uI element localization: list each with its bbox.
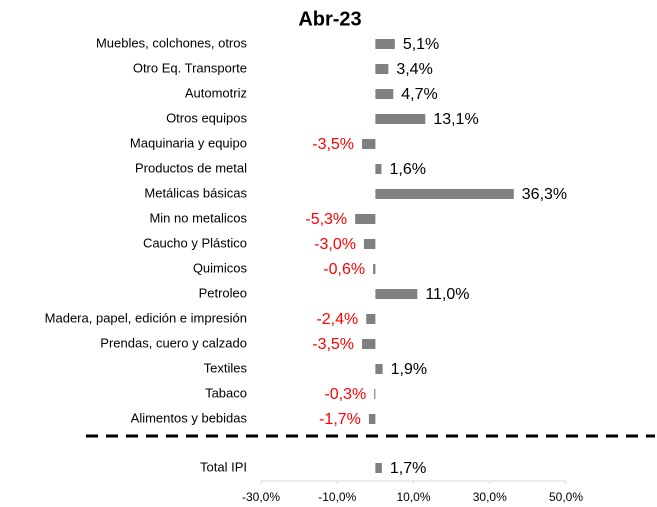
value-label: 5,1% — [403, 36, 439, 53]
value-label: -0,6% — [323, 261, 365, 278]
bar — [375, 114, 426, 124]
category-label: Automotriz — [185, 85, 247, 100]
chart-title: Abr-23 — [298, 8, 361, 30]
x-tick-label: 30,0% — [473, 490, 507, 504]
category-label: Metálicas básicas — [144, 185, 247, 200]
category-label: Madera, papel, edición e impresión — [45, 310, 247, 325]
value-label: 11,0% — [425, 286, 469, 303]
bar — [366, 314, 376, 324]
category-label: Otros equipos — [166, 110, 247, 125]
bar — [362, 139, 376, 149]
category-label: Alimentos y bebidas — [131, 410, 248, 425]
category-label: Muebles, colchones, otros — [96, 35, 248, 50]
x-tick-label: 10,0% — [396, 490, 430, 504]
category-label: Prendas, cuero y calzado — [100, 335, 247, 350]
value-label: 1,6% — [389, 161, 425, 178]
value-label: -3,5% — [312, 336, 354, 353]
x-tick-label: -10,0% — [318, 490, 356, 504]
value-label: -5,3% — [305, 211, 347, 228]
x-tick-label: -30,0% — [242, 490, 280, 504]
value-label: -3,5% — [312, 136, 354, 153]
bar — [375, 64, 389, 74]
category-label: Min no metalicos — [149, 210, 247, 225]
bar — [373, 264, 376, 274]
value-label: 4,7% — [401, 86, 437, 103]
bar — [375, 463, 382, 473]
category-label: Textiles — [204, 360, 248, 375]
bar — [375, 364, 383, 374]
bar — [355, 214, 376, 224]
category-label: Petroleo — [199, 285, 247, 300]
bar — [375, 164, 382, 174]
value-label: 13,1% — [433, 111, 478, 128]
value-label: 1,7% — [390, 460, 426, 477]
category-label: Tabaco — [205, 385, 247, 400]
value-label: -2,4% — [316, 311, 358, 328]
bar — [375, 289, 418, 299]
value-label: -0,3% — [324, 386, 366, 403]
bar — [375, 189, 514, 199]
category-label: Caucho y Plástico — [143, 235, 247, 250]
value-label: 36,3% — [522, 186, 567, 203]
category-label: Total IPI — [200, 459, 247, 474]
x-tick-label: 50,0% — [549, 490, 583, 504]
value-label: -3,0% — [314, 236, 356, 253]
category-label: Quimicos — [193, 260, 248, 275]
value-label: -1,7% — [319, 411, 361, 428]
category-label: Maquinaria y equipo — [130, 135, 247, 150]
bar — [363, 239, 376, 249]
category-label: Productos de metal — [135, 160, 247, 175]
bar — [362, 339, 376, 349]
bar — [375, 89, 394, 99]
category-label: Otro Eq. Transporte — [133, 60, 247, 75]
value-label: 1,9% — [391, 361, 427, 378]
bar — [375, 39, 395, 49]
bar — [374, 389, 376, 399]
value-label: 3,4% — [396, 61, 432, 78]
bar — [368, 414, 376, 424]
